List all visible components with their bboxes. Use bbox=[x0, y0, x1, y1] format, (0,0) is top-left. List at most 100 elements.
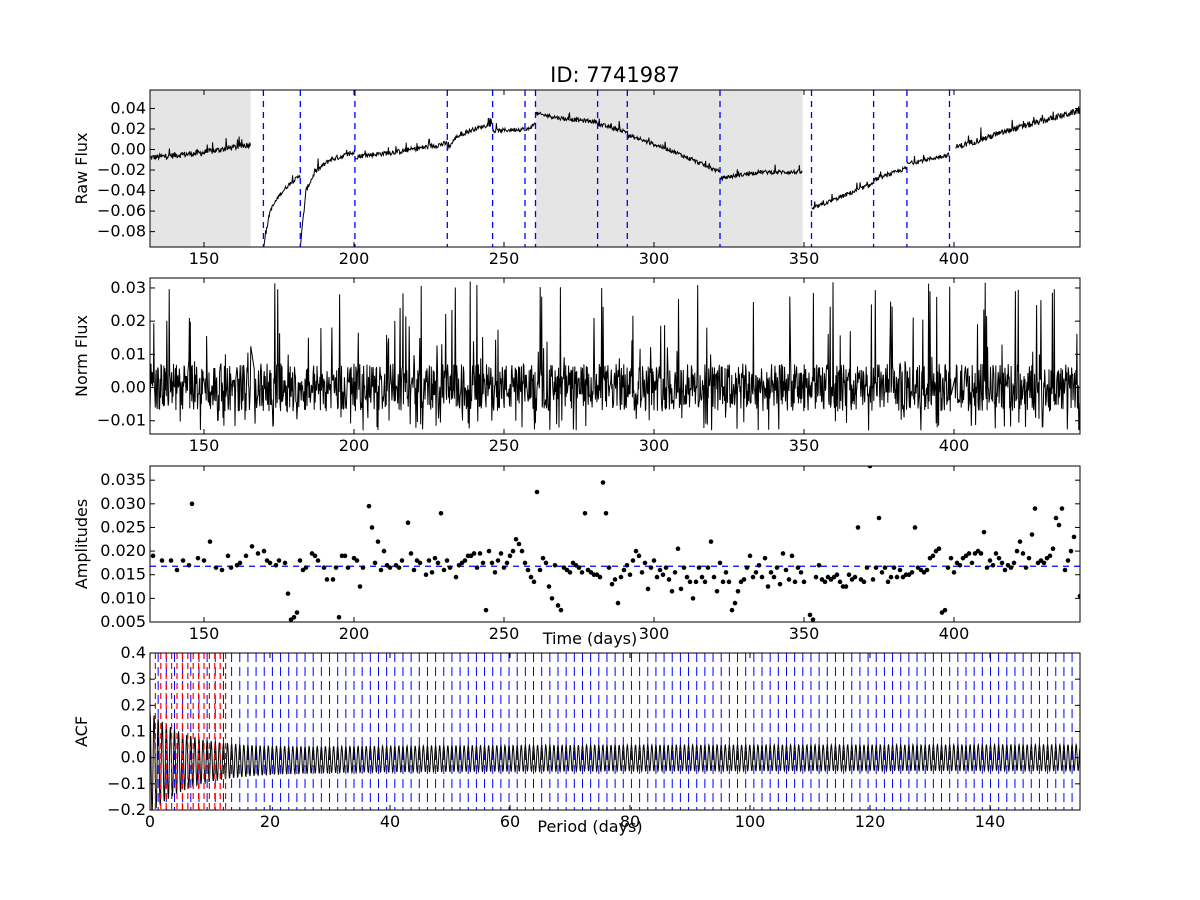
amplitude-point bbox=[213, 565, 219, 570]
axes-frame bbox=[149, 277, 1081, 435]
amplitude-point bbox=[1026, 555, 1032, 561]
amplitude-point bbox=[726, 579, 732, 585]
y-tick-label: 0.005 bbox=[100, 612, 146, 631]
x-tick-label: 140 bbox=[975, 812, 1006, 831]
amplitude-point bbox=[834, 572, 840, 578]
amplitude-point bbox=[891, 565, 897, 570]
amplitude-point bbox=[372, 560, 378, 566]
plot-area bbox=[150, 653, 1080, 810]
x-tick-label: 40 bbox=[380, 812, 400, 831]
amplitude-point bbox=[957, 562, 963, 568]
y-tick-label: 0.0 bbox=[121, 748, 146, 767]
amplitude-point bbox=[717, 560, 723, 566]
amplitude-point bbox=[396, 565, 402, 570]
amplitude-point bbox=[528, 574, 534, 580]
y-tick-label: −0.06 bbox=[97, 201, 146, 220]
amplitude-point bbox=[837, 579, 843, 585]
raw-flux-panel: 150 200 250 300 350 400−0.08−0.06−0.04−0.020.… bbox=[72, 89, 1081, 268]
amplitude-point bbox=[966, 551, 972, 556]
amplitude-point bbox=[660, 572, 666, 578]
amplitude-point bbox=[1020, 551, 1026, 556]
amplitude-point bbox=[486, 548, 492, 554]
amplitude-point bbox=[525, 567, 531, 573]
amplitude-point bbox=[729, 607, 735, 613]
figure-title: ID: 7741987 bbox=[550, 63, 680, 87]
amplitude-point bbox=[546, 584, 552, 589]
amplitude-point bbox=[723, 570, 729, 575]
x-tick-label: 400 bbox=[939, 249, 970, 268]
y-tick-label: 0.1 bbox=[121, 722, 146, 741]
amplitude-point bbox=[195, 555, 201, 561]
y-tick-label: −0.01 bbox=[97, 411, 146, 430]
y-tick-label: 0.3 bbox=[121, 669, 146, 688]
amplitude-point bbox=[417, 560, 423, 566]
y-tick-label: 0.2 bbox=[121, 695, 146, 714]
y-tick-label: 0.00 bbox=[110, 378, 146, 397]
x-tick-label: 400 bbox=[939, 436, 970, 455]
amplitude-point bbox=[366, 503, 372, 509]
amplitude-point bbox=[657, 567, 663, 573]
amplitude-point bbox=[780, 551, 786, 556]
amplitude-point bbox=[273, 562, 279, 568]
acf-panel: 0 20 40 60 80 100 120 140 −0.2 −0.1 0.0 0.1 0.2 0.3 0.… bbox=[72, 643, 1081, 836]
amplitude-point bbox=[741, 577, 747, 582]
amplitude-point bbox=[576, 565, 582, 570]
raw-flux-line bbox=[873, 165, 907, 183]
amplitude-point bbox=[504, 560, 510, 566]
amplitude-point bbox=[942, 607, 948, 613]
amplitude-point bbox=[948, 555, 954, 561]
amplitude-point bbox=[477, 551, 483, 556]
amplitude-point bbox=[360, 565, 366, 570]
amplitude-point bbox=[453, 574, 459, 580]
x-tick-label: 120 bbox=[855, 812, 886, 831]
y-axis-label: ACF bbox=[72, 716, 91, 747]
x-tick-label: 200 bbox=[339, 624, 370, 643]
acf-line bbox=[150, 710, 1080, 810]
amplitude-point bbox=[228, 565, 234, 570]
x-tick-label: 80 bbox=[620, 812, 640, 831]
amplitude-point bbox=[321, 565, 327, 570]
amplitude-point bbox=[600, 480, 606, 485]
amplitude-point bbox=[444, 558, 450, 563]
amplitude-point bbox=[936, 546, 942, 552]
amplitude-point bbox=[579, 570, 585, 575]
amplitude-point bbox=[597, 574, 603, 580]
amplitude-point bbox=[654, 574, 660, 580]
amplitude-point bbox=[537, 567, 543, 573]
amplitude-point bbox=[471, 551, 477, 556]
x-tick-label: 100 bbox=[735, 812, 766, 831]
amplitude-point bbox=[423, 572, 429, 578]
amplitude-point bbox=[861, 579, 867, 585]
y-tick-label: 0.03 bbox=[110, 278, 146, 297]
amplitude-point bbox=[867, 466, 873, 469]
amplitude-point bbox=[531, 579, 537, 585]
amplitude-point bbox=[693, 579, 699, 585]
amplitude-point bbox=[441, 567, 447, 573]
amplitude-point bbox=[669, 588, 675, 594]
amplitude-point bbox=[690, 596, 696, 601]
amplitude-point bbox=[1077, 593, 1080, 599]
amplitude-point bbox=[720, 579, 726, 585]
amplitude-point bbox=[663, 565, 669, 570]
amplitude-point bbox=[798, 570, 804, 575]
amplitude-point bbox=[462, 558, 468, 563]
amplitude-point bbox=[303, 565, 309, 570]
amplitude-point bbox=[159, 558, 165, 563]
amplitude-point bbox=[516, 541, 522, 547]
shaded-quarter bbox=[535, 90, 803, 247]
amplitude-point bbox=[312, 553, 318, 559]
amplitude-point bbox=[1059, 506, 1065, 511]
x-tick-label: 60 bbox=[500, 812, 520, 831]
amplitude-point bbox=[267, 560, 273, 566]
amplitude-point bbox=[894, 574, 900, 580]
raw-flux-line bbox=[447, 117, 493, 151]
amplitude-point bbox=[990, 562, 996, 568]
amplitude-point bbox=[852, 574, 858, 580]
y-tick-label: 0.00 bbox=[110, 140, 146, 159]
y-tick-label: 0.010 bbox=[100, 588, 146, 607]
amplitude-point bbox=[783, 567, 789, 573]
x-tick-label: 400 bbox=[939, 624, 970, 643]
amplitude-point bbox=[1014, 548, 1020, 554]
amplitude-point bbox=[201, 558, 207, 563]
amplitudes-panel: 150 200 250 300 350 400 0.005 0.010 0.015 0.020 0.… bbox=[72, 465, 1081, 648]
